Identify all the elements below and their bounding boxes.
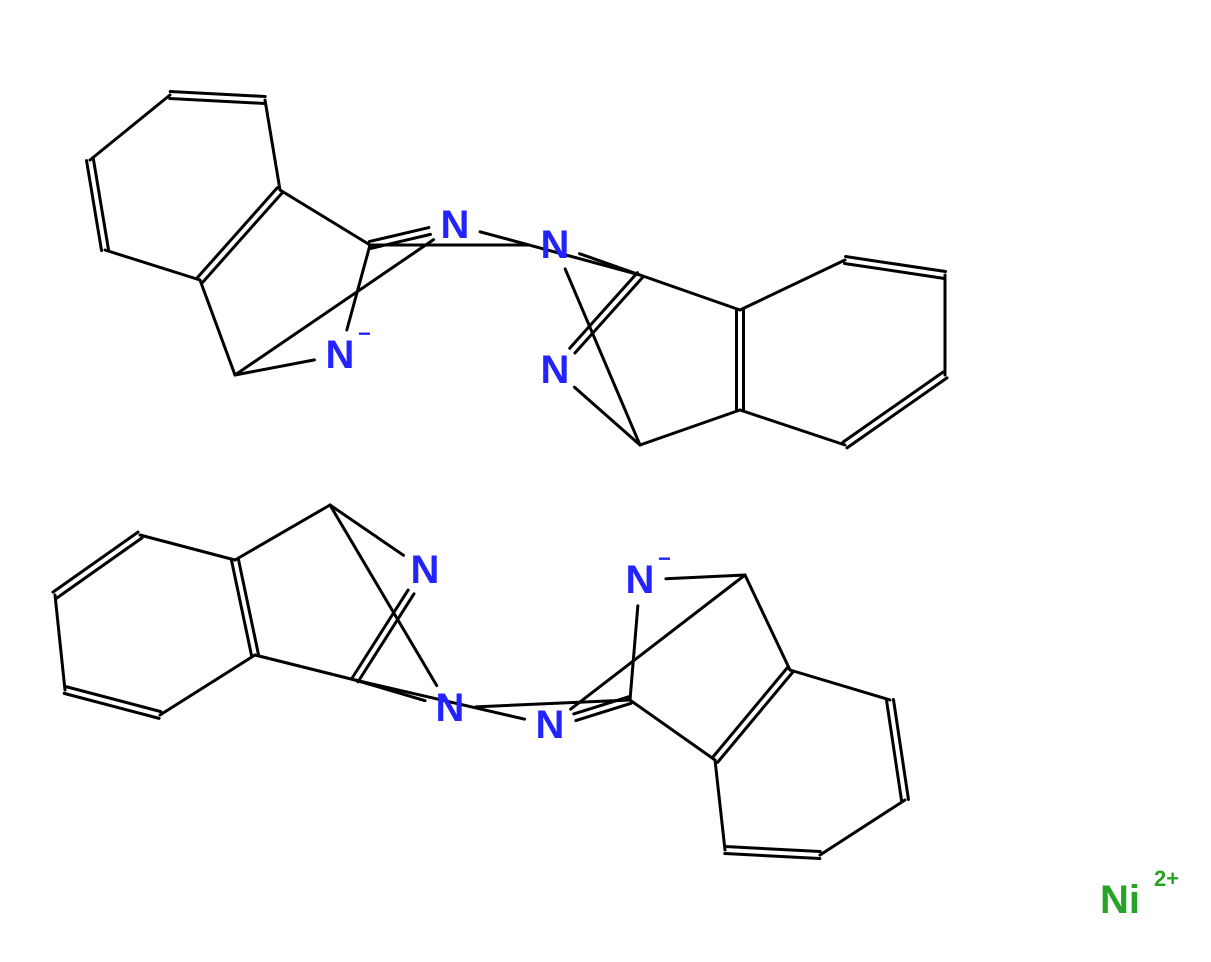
- atom-mB: N: [541, 223, 570, 267]
- atom-mC: N: [536, 703, 565, 747]
- atom-mA: N: [441, 203, 470, 247]
- charge-A_nI: −: [358, 321, 371, 346]
- atom-B_nI: N: [541, 348, 570, 392]
- atom-mD: N: [436, 686, 465, 730]
- charge-C_nI: −: [658, 546, 671, 571]
- atom-C_nI: N: [626, 558, 655, 602]
- atom-D_nI: N: [411, 548, 440, 592]
- atom-Ni: Ni: [1100, 878, 1140, 922]
- atoms-layer: NN−NNNN−NNNi2+: [326, 203, 1180, 922]
- bonds-layer: [53, 92, 947, 859]
- charge-Ni: 2+: [1154, 866, 1179, 891]
- atom-A_nI: N: [326, 333, 355, 377]
- molecule-diagram: NN−NNNN−NNNi2+: [0, 0, 1211, 962]
